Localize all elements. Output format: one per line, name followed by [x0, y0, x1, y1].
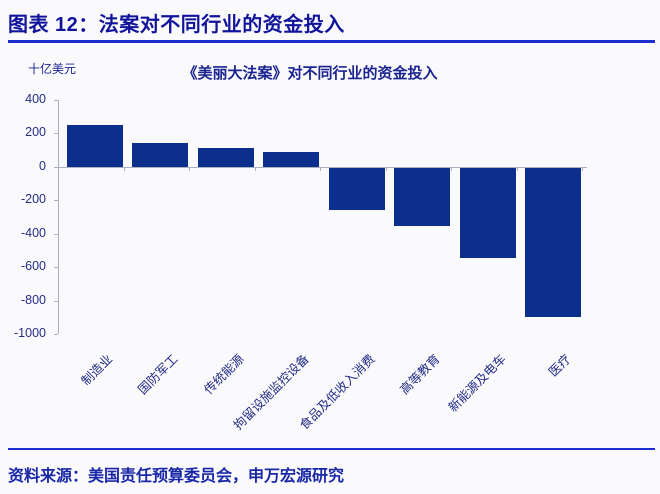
x-category-label: 医疗: [546, 351, 574, 380]
x-axis-zero-line: [58, 166, 587, 168]
bar-2: [197, 148, 254, 167]
source-note: 资料来源：美国责任预算委员会，申万宏源研究: [8, 468, 345, 485]
x-axis-tick: [189, 167, 190, 171]
bar-4: [328, 167, 385, 210]
x-axis-category-labels: 制造业 国防军工 传统能源 拘留设施监控设备 食品及低收入消费 高等教育 新能源及电车 医疗: [58, 341, 587, 451]
y-tick-label: 200: [25, 125, 46, 140]
y-axis-tick: [54, 133, 58, 135]
chart-plot-area: [54, 100, 587, 335]
x-category-label: 传统能源: [201, 351, 247, 398]
x-axis-tick: [385, 167, 387, 171]
x-category-label: 新能源及电车: [445, 351, 509, 415]
bar-1: [132, 142, 189, 167]
x-axis-tick: [582, 167, 583, 171]
x-category-label: 国防军工: [135, 351, 181, 398]
chart-title: 《美丽大法案》对不同行业的资金投入: [182, 65, 438, 82]
bar-0: [66, 125, 123, 167]
bar-5: [394, 167, 451, 227]
x-axis-tick: [58, 167, 59, 171]
x-category-label: 高等教育: [397, 351, 443, 398]
y-axis-tick: [54, 200, 58, 202]
x-axis-tick: [451, 167, 452, 171]
x-axis-tick: [254, 167, 256, 171]
header-underline: [8, 40, 655, 43]
figure-title: 图表 12：法案对不同行业的资金投入: [8, 14, 345, 36]
y-axis-tick: [54, 267, 58, 269]
x-axis-tick: [320, 167, 321, 171]
y-axis-tick: [54, 300, 58, 302]
bar-3: [263, 151, 320, 167]
y-axis-tick: [54, 233, 58, 235]
y-tick-label: -1000: [14, 326, 46, 340]
y-axis-tick-labels: 400 200 0 -200 -400 -600 -800 -1000: [0, 92, 50, 340]
y-axis-unit-label: 十亿美元: [28, 62, 77, 76]
y-tick-label: -400: [20, 225, 46, 240]
x-axis-tick: [123, 167, 125, 171]
x-axis-tick: [516, 167, 518, 171]
bar-6: [459, 167, 516, 259]
y-tick-label: -200: [20, 192, 46, 207]
y-axis-tick: [54, 100, 58, 101]
bar-7: [525, 167, 582, 317]
y-tick-label: -600: [20, 259, 46, 274]
x-category-label: 制造业: [79, 351, 116, 389]
y-tick-label: 400: [25, 92, 46, 106]
y-axis-tick: [54, 166, 58, 168]
y-axis-tick: [54, 334, 58, 335]
y-tick-label: -800: [20, 292, 46, 307]
source-divider: [8, 448, 655, 450]
y-tick-label: 0: [39, 158, 46, 173]
y-axis-line: [58, 100, 59, 334]
